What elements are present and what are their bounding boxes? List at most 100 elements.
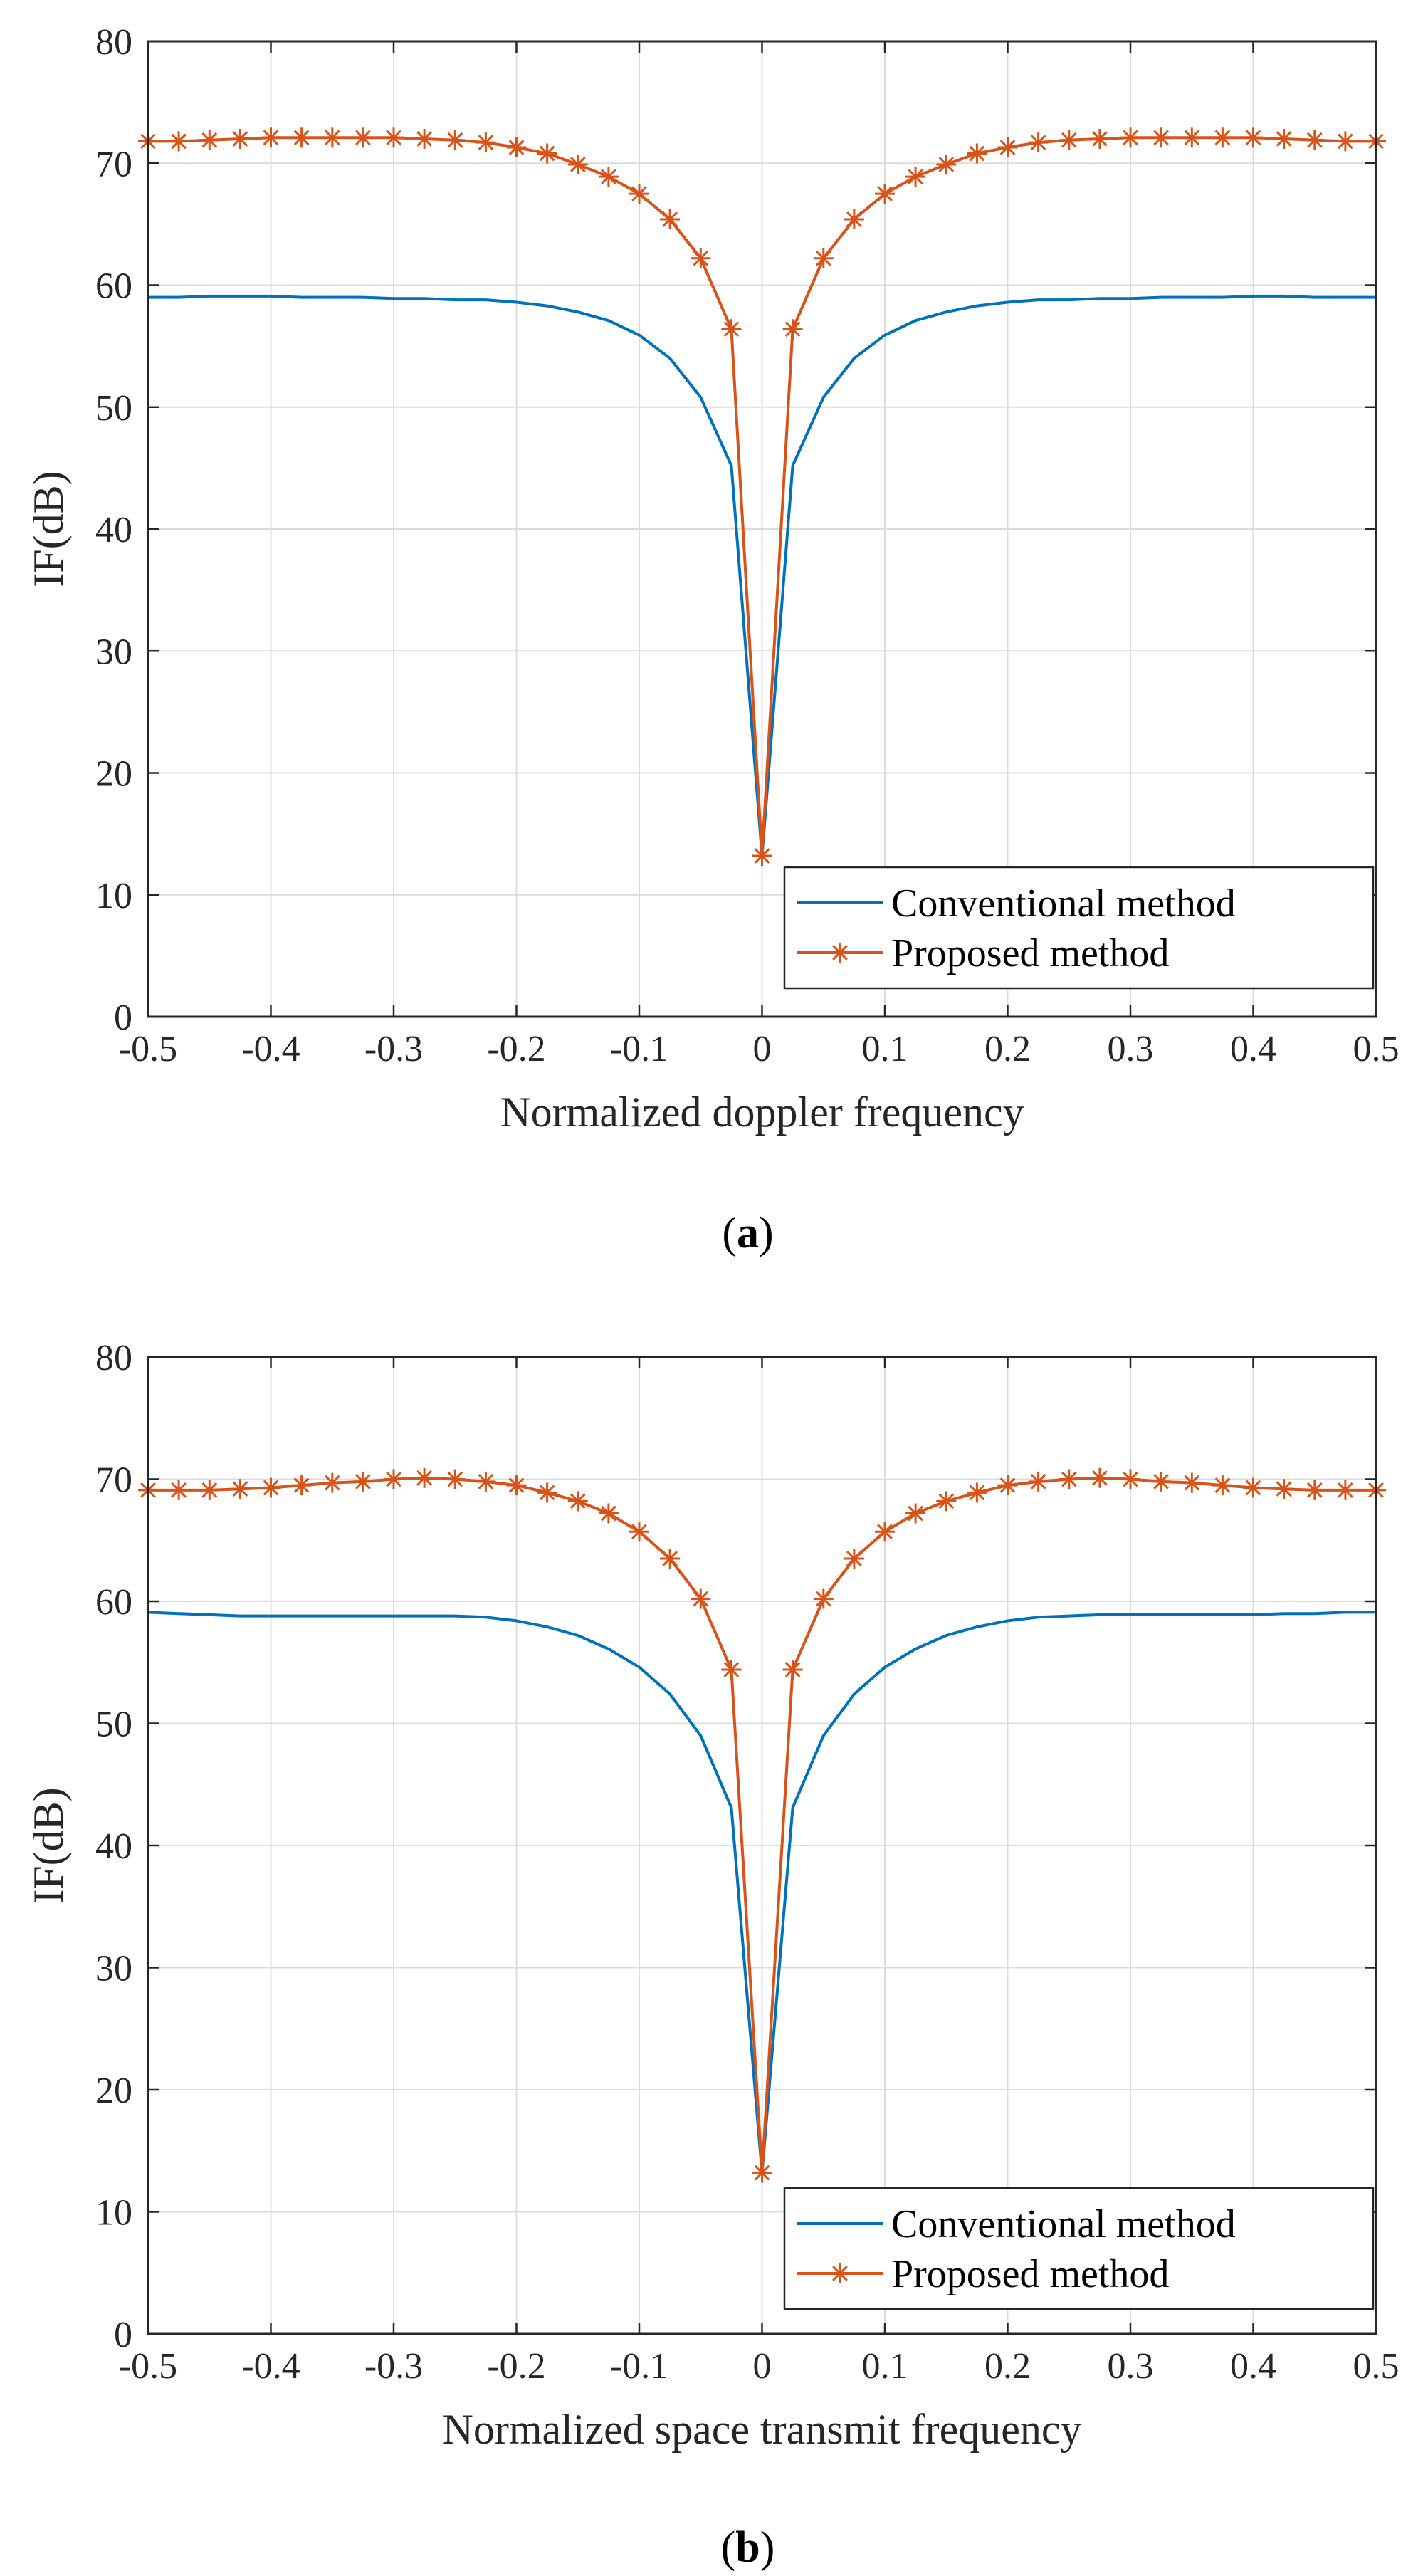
data-point [905,167,926,187]
data-point [567,1491,588,1512]
data-point [660,1549,681,1569]
x-tick-label: 0.3 [1108,1029,1154,1069]
y-tick-label: 70 [95,1460,132,1501]
y-axis-label: IF(dB) [25,1787,72,1903]
data-point [1335,131,1355,152]
legend-label: Proposed method [891,2252,1169,2296]
y-tick-label: 70 [95,144,132,184]
data-point [967,1482,987,1503]
data-point [567,155,588,174]
data-point [322,127,342,148]
chart-panel-b: -0.5 -0.4 -0.3 -0.2 -0.1 0 0.1 0.2 0.3 0.4 0.5 0 10 2… [25,1338,1400,2572]
y-tick-label: 80 [95,1338,132,1378]
data-point [476,1471,496,1492]
data-point [1089,129,1110,149]
x-tick-label: 0.1 [862,1029,908,1069]
data-point [1028,1471,1049,1492]
data-point [752,2162,772,2183]
data-point [322,1472,342,1493]
data-point [199,130,220,150]
data-point [629,1522,649,1542]
data-point [1120,127,1140,148]
data-point [691,1588,711,1609]
data-point [169,131,189,152]
data-point [1120,1469,1140,1489]
data-point [813,1588,834,1609]
x-axis-label: Normalized doppler frequency [500,1089,1024,1136]
data-point [691,248,711,268]
data-point [997,137,1018,157]
data-point [1304,1480,1325,1500]
legend-label: Conventional method [891,2202,1236,2246]
data-point [721,1660,742,1680]
x-tick-label: 0 [753,2346,772,2387]
x-tick-label: -0.4 [241,1029,300,1069]
legend-label: Conventional method [891,881,1236,926]
y-tick-label: 30 [95,632,132,672]
panel-caption: (b) [721,2523,775,2572]
data-point [1182,127,1202,148]
data-point [936,155,957,174]
data-point [1182,1472,1202,1493]
y-axis-label: IF(dB) [25,471,72,587]
data-point [414,129,435,149]
data-point [875,184,895,204]
data-point [997,1475,1018,1496]
data-point [1089,1467,1110,1488]
data-point [752,846,772,866]
y-tick-label: 0 [114,998,132,1038]
data-point [629,184,649,204]
legend-marker [830,2263,850,2283]
data-point [782,1660,803,1680]
y-tick-label: 10 [95,876,132,916]
y-tick-label: 60 [95,266,132,307]
x-tick-label: -0.3 [364,2346,423,2387]
y-tick-label: 20 [95,754,132,795]
axes-box [147,1356,1377,2335]
y-tick-label: 50 [95,388,132,429]
data-point [414,1467,435,1488]
x-tick-label: -0.2 [487,2346,545,2387]
data-point [445,130,466,150]
y-tick-label: 10 [95,2193,132,2234]
data-point [230,1479,251,1499]
data-point [199,1480,220,1500]
data-point [352,1471,373,1492]
legend-box [783,866,1375,990]
data-point [813,248,834,268]
data-point [537,143,557,164]
data-point [721,319,742,340]
legend-label: Proposed method [891,931,1169,975]
x-tick-label: 0.4 [1230,1029,1276,1069]
data-point [506,1475,527,1496]
panel-caption: (a) [722,1209,773,1257]
data-point [844,1549,864,1569]
data-point [967,143,987,164]
x-tick-label: 0.2 [984,2346,1031,2387]
data-point [537,1482,557,1503]
data-point [169,1480,189,1500]
x-tick-label: 0 [753,1029,772,1069]
y-tick-label: 50 [95,1705,132,1745]
data-point [1335,1480,1355,1500]
data-point [1212,127,1233,148]
data-point [1212,1475,1233,1496]
x-tick-label: -0.5 [119,1029,177,1069]
legend-marker [830,943,850,963]
y-tick-label: 30 [95,1949,132,1989]
x-tick-label: 0.1 [862,2346,908,2387]
x-tick-label: -0.4 [241,2346,300,2387]
legend: Conventional method Proposed method [783,2187,1375,2310]
data-point [352,127,373,148]
x-tick-label: -0.1 [610,2346,668,2387]
chart-panel-a: -0.5 -0.4 -0.3 -0.2 -0.1 0 0.1 0.2 0.3 0.4 0.5 0 10 2… [25,22,1400,1257]
data-point [905,1503,926,1524]
data-point [875,1522,895,1542]
data-point [445,1469,466,1489]
x-tick-label: 0.5 [1353,1029,1400,1069]
data-point [506,137,527,157]
data-point [1028,132,1049,153]
y-tick-label: 20 [95,2070,132,2111]
data-point [261,1477,281,1498]
